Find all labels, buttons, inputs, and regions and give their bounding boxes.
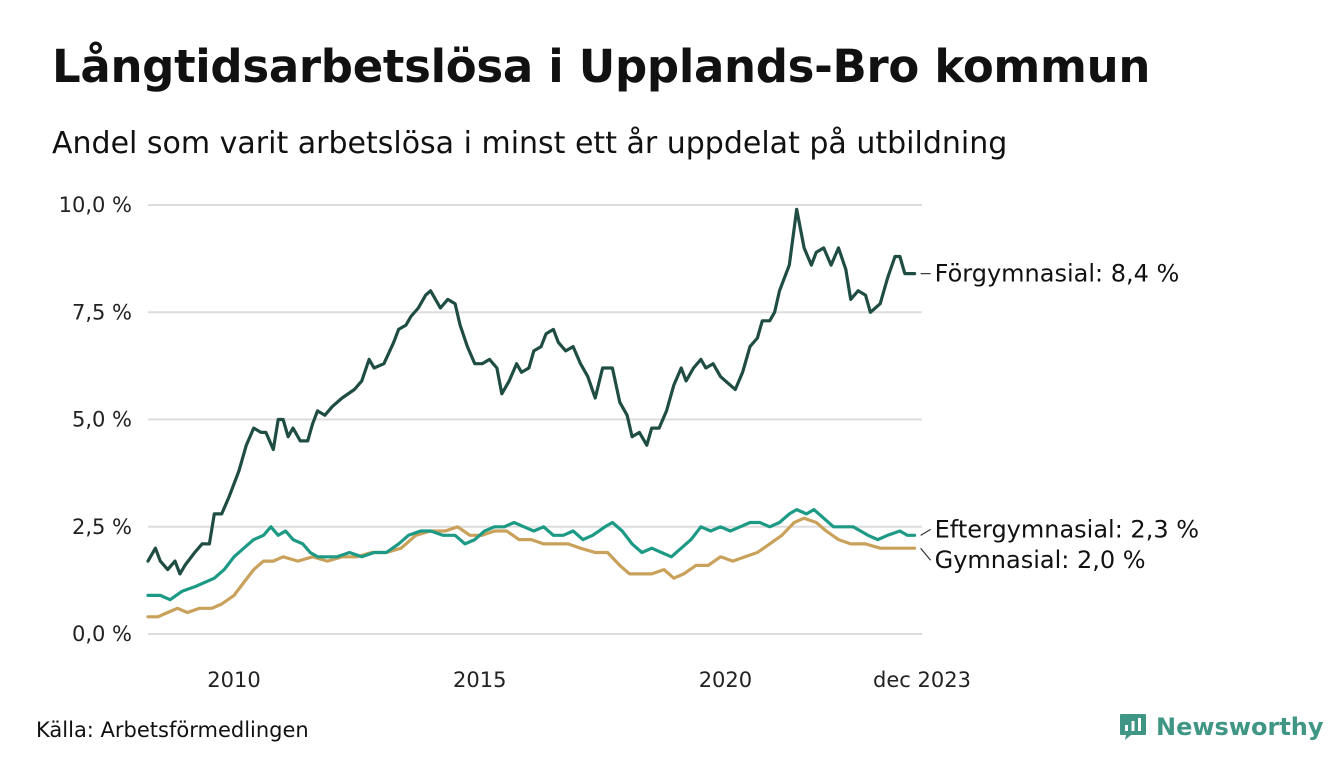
chart-subtitle: Andel som varit arbetslösa i minst ett å… [52, 126, 1008, 161]
x-axis-ticks: 2010 2015 2020 dec 2023 [207, 668, 971, 692]
y-tick-label: 7,5 % [72, 300, 132, 324]
y-tick-label: 10,0 % [59, 193, 132, 217]
y-tick-label: 2,5 % [72, 515, 132, 539]
x-tick-label: 2015 [453, 668, 506, 692]
y-axis-ticks: 0,0 % 2,5 % 5,0 % 7,5 % 10,0 % [59, 193, 132, 646]
series-end-label-förgymnasial: Förgymnasial: 8,4 % [935, 260, 1180, 288]
series-line-eftergymnasial [146, 508, 917, 602]
chart-title: Långtidsarbetslösa i Upplands-Bro kommun [52, 40, 1151, 93]
y-tick-label: 5,0 % [72, 408, 132, 432]
brand-logo[interactable]: Newsworthy [1118, 712, 1324, 742]
x-tick-label: 2010 [207, 668, 260, 692]
x-tick-label: 2020 [699, 668, 752, 692]
series-line-förgymnasial [146, 207, 917, 576]
series-end-labels: Förgymnasial: 8,4 % Eftergymnasial: 2,3 %… [920, 260, 1199, 574]
brand-name: Newsworthy [1156, 713, 1324, 741]
source-note: Källa: Arbetsförmedlingen [36, 718, 309, 742]
x-tick-label: dec 2023 [873, 668, 971, 692]
series-line-gymnasial [146, 516, 917, 619]
line-chart: 0,0 % 2,5 % 5,0 % 7,5 % 10,0 % 2010 2015 2020 d… [59, 193, 1199, 692]
grid-lines [148, 204, 922, 635]
label-connector [920, 528, 931, 536]
newsworthy-logo-icon [1120, 714, 1146, 740]
series-end-label-gymnasial: Gymnasial: 2,0 % [935, 546, 1146, 574]
label-connector [920, 547, 932, 561]
y-tick-label: 0,0 % [72, 622, 132, 646]
series-end-label-eftergymnasial: Eftergymnasial: 2,3 % [935, 515, 1199, 543]
series-lines [146, 207, 917, 619]
